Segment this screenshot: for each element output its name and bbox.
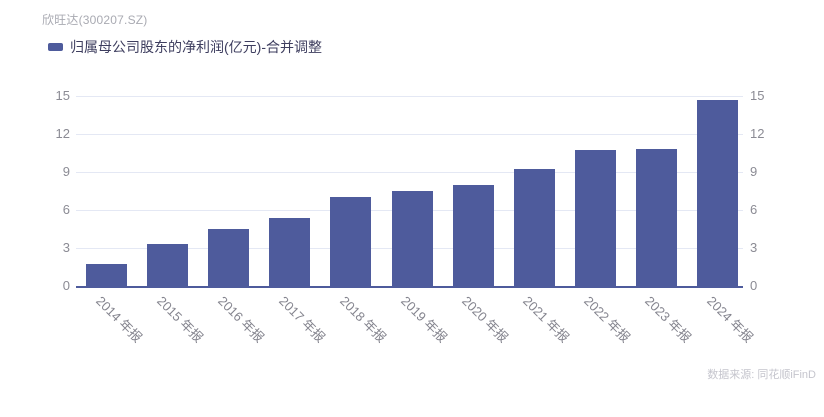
bar[interactable]: [574, 150, 616, 286]
bar[interactable]: [86, 264, 127, 286]
bar[interactable]: [147, 244, 189, 286]
bar[interactable]: [452, 184, 494, 286]
y-axis-label-left: 9: [62, 164, 70, 179]
gridline: [76, 96, 743, 97]
y-axis-label-left: 0: [62, 278, 70, 293]
bar[interactable]: [513, 169, 555, 286]
legend-marker-icon: [48, 43, 63, 51]
x-axis-label: 2018 年报: [336, 293, 389, 346]
x-axis-label: 2019 年报: [398, 293, 451, 346]
bar[interactable]: [269, 217, 311, 286]
bar[interactable]: [208, 229, 250, 286]
y-axis-label-left: 3: [62, 240, 70, 255]
bar[interactable]: [330, 197, 372, 286]
legend-item[interactable]: 归属母公司股东的净利润(亿元)-合并调整: [48, 37, 322, 57]
y-axis-label-right: 3: [750, 240, 758, 255]
bar[interactable]: [391, 191, 433, 286]
y-axis-label-left: 15: [55, 88, 70, 103]
bar[interactable]: [697, 99, 738, 286]
y-axis-label-right: 15: [750, 88, 765, 103]
y-axis-label-right: 0: [750, 278, 758, 293]
x-axis-label: 2023 年报: [642, 293, 695, 346]
y-axis-label-right: 9: [750, 164, 758, 179]
x-axis-label: 2014 年报: [92, 293, 145, 346]
x-axis-label: 2020 年报: [459, 293, 512, 346]
x-axis-label: 2024 年报: [703, 293, 756, 346]
bar[interactable]: [635, 149, 677, 286]
y-axis-label-left: 12: [55, 126, 70, 141]
x-axis-label: 2022 年报: [581, 293, 634, 346]
data-source-text: 数据来源: 同花顺iFinD: [707, 369, 816, 381]
x-axis-label: 2017 年报: [275, 293, 328, 346]
x-axis-label: 2016 年报: [214, 293, 267, 346]
legend-label: 归属母公司股东的净利润(亿元)-合并调整: [70, 39, 322, 55]
y-axis-label-left: 6: [62, 202, 70, 217]
y-axis-label-right: 12: [750, 126, 765, 141]
x-axis-label: 2021 年报: [520, 293, 573, 346]
gridline: [76, 172, 743, 173]
x-axis-line: [76, 286, 743, 288]
gridline: [76, 134, 743, 135]
x-axis-label: 2015 年报: [153, 293, 206, 346]
y-axis-label-right: 6: [750, 202, 758, 217]
chart-title: 欣旺达(300207.SZ): [42, 13, 148, 27]
